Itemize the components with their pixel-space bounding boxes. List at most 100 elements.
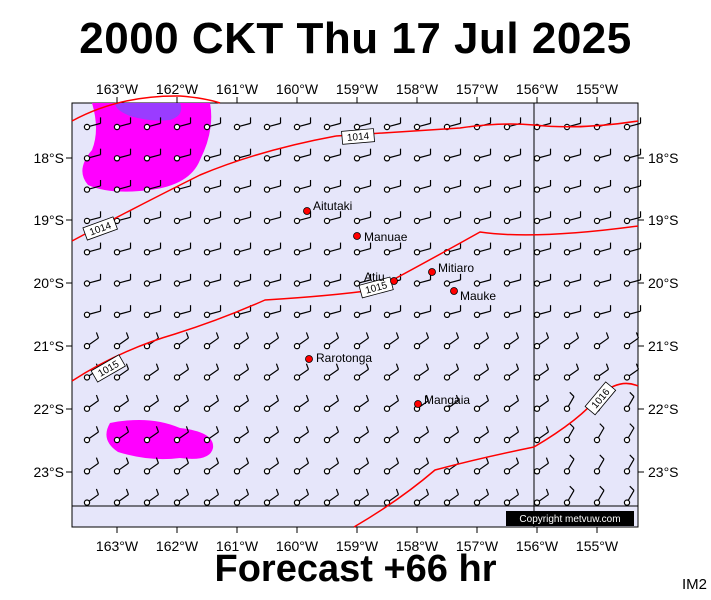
wind-barb-station — [143, 217, 151, 225]
wind-barb-staff — [508, 400, 519, 408]
wind-barb-staff — [89, 122, 101, 127]
wind-barb-staff — [597, 490, 605, 501]
wind-barb-station — [173, 374, 181, 381]
wind-barb-staff — [599, 185, 611, 190]
wind-barb-station — [113, 499, 121, 506]
wind-barb-staff — [209, 216, 221, 221]
wind-barb-station — [503, 311, 511, 318]
wind-barb-feather — [95, 488, 100, 495]
wind-barb-staff — [329, 154, 341, 159]
wind-barb-station — [83, 123, 91, 131]
wind-barb-station — [383, 311, 391, 318]
wind-barb-staff — [149, 185, 161, 190]
wind-barb-station — [473, 186, 481, 193]
wind-barb-station — [473, 311, 481, 318]
wind-barb-staff — [479, 279, 491, 284]
wind-barb-station — [413, 155, 421, 162]
wind-barb-feather — [365, 488, 370, 495]
wind-barb-staff — [328, 494, 339, 502]
lat-label-19s-right: 19°S — [648, 212, 679, 228]
wind-barb-staff — [89, 185, 101, 190]
wind-barb-station — [353, 280, 361, 287]
lat-labels-left: 18°S 19°S 20°S 21°S 22°S 23°S — [33, 150, 64, 480]
wind-barb-staff — [89, 279, 101, 284]
wind-barb-station — [533, 374, 541, 381]
wind-barb-staff — [539, 185, 551, 190]
lat-label-23s-left: 23°S — [33, 464, 64, 480]
wind-barb-station — [83, 436, 91, 444]
wind-barb-staff — [479, 216, 491, 221]
wind-barb-staff — [598, 368, 609, 377]
axis-ticks — [66, 97, 644, 533]
wind-barb-staff — [179, 154, 191, 159]
wind-barb-staff — [448, 431, 459, 440]
svg-text:1014: 1014 — [347, 131, 371, 144]
wind-barb-staff — [238, 462, 249, 471]
wind-barb-staff — [358, 494, 369, 502]
wind-barb-staff — [359, 247, 371, 253]
wind-barb-feather — [425, 394, 430, 401]
wind-barb-feather — [365, 457, 370, 464]
wind-barb-staff — [149, 154, 161, 159]
wind-barb-staff — [359, 216, 371, 221]
wind-barb-feather — [629, 391, 635, 397]
wind-barb-station — [413, 123, 421, 131]
wind-barb-staff — [179, 185, 191, 190]
wind-barb-staff — [449, 279, 461, 284]
wind-barb-station — [143, 436, 151, 444]
wind-barb-feather — [245, 426, 250, 433]
wind-barb-feather — [185, 426, 190, 433]
wind-barb-station — [113, 374, 121, 381]
wind-barb-feather — [425, 457, 430, 464]
wind-barb-staff — [569, 310, 581, 315]
wind-barb-station — [323, 436, 331, 444]
wind-barb-station — [323, 405, 331, 412]
wind-barb-station — [443, 468, 451, 475]
wind-barb-staff — [569, 122, 581, 127]
wind-barb-feather — [485, 394, 490, 401]
wind-barb-station — [593, 468, 601, 475]
wind-barb-feather — [629, 454, 635, 460]
wind-barb-station — [203, 311, 211, 318]
wind-barb-staff — [599, 247, 611, 253]
wind-barb-staff — [569, 247, 581, 253]
wind-barb-feather — [215, 488, 220, 495]
wind-barb-station — [563, 248, 571, 256]
wind-barb-staff — [627, 458, 635, 470]
wind-barb-feather — [275, 332, 280, 339]
svg-text:Copyright metvuw.com: Copyright metvuw.com — [519, 514, 620, 525]
wind-barb-station — [113, 123, 121, 131]
wind-barb-staff — [479, 185, 491, 190]
wind-barb-staff — [88, 400, 99, 408]
wind-barb-feather — [545, 457, 550, 464]
wind-barb-station — [353, 499, 361, 506]
wind-barb-station — [263, 374, 271, 381]
wind-barb-staff — [449, 247, 461, 253]
image-id-label: IM2 — [681, 576, 707, 593]
wind-barb-station — [263, 248, 271, 256]
wind-barb-staff — [119, 310, 131, 315]
wind-barb-feather — [545, 394, 550, 401]
wind-barb-staff — [299, 185, 311, 190]
wind-barb-feather — [125, 363, 130, 370]
wind-barb-staff — [478, 431, 489, 440]
place-manuae: Manuae — [353, 230, 408, 244]
wind-barb-feather — [455, 426, 460, 433]
wind-barb-staff — [209, 310, 221, 315]
wind-barb-staff — [269, 279, 281, 284]
wind-barb-station — [383, 499, 391, 506]
wind-barb-feather — [545, 426, 550, 433]
wind-barb-staff — [148, 368, 159, 377]
wind-barb-staff — [299, 310, 311, 315]
wind-barb-station — [173, 468, 181, 475]
wind-barb-staff — [269, 247, 281, 253]
wind-barb-station — [563, 374, 571, 381]
wind-barb-feather — [125, 332, 130, 339]
wind-barb-feather — [185, 488, 190, 495]
wind-barb-feather — [335, 394, 340, 401]
wind-barb-station — [113, 405, 121, 412]
lon-labels-bottom: 163°W 162°W 161°W 160°W 159°W 158°W 157°… — [96, 538, 619, 554]
wind-barb-station — [83, 405, 91, 412]
wind-barb-station — [113, 186, 121, 193]
wind-barb-staff — [479, 310, 491, 315]
